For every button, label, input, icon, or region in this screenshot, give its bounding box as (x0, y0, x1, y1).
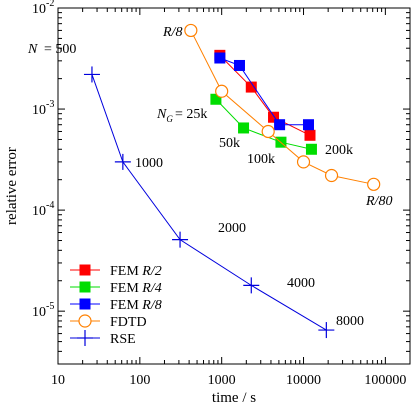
series-fdtd (184, 23, 381, 191)
label-2000: 2000 (218, 221, 246, 236)
series-line (190, 30, 374, 185)
data-point (243, 277, 260, 294)
label-n-500-value: = 500 (44, 42, 76, 57)
data-point (296, 155, 311, 169)
x-tick-label: 1000 (208, 373, 236, 388)
legend-marker (79, 264, 91, 276)
data-point (324, 168, 339, 183)
data-point (274, 119, 286, 131)
data-point (184, 23, 198, 38)
y-tick-label-exponent: -5 (46, 301, 54, 312)
label-n-500: N (27, 42, 38, 57)
plot-frame (57, 7, 411, 365)
legend-marker (79, 298, 91, 310)
label-ng-25k-value: = 25k (175, 107, 207, 122)
legend-item: RSE (70, 330, 136, 347)
data-point (83, 66, 100, 83)
y-tick-label: 10 (32, 103, 46, 118)
legend-item: FEM R/4 (70, 281, 162, 296)
data-point (302, 119, 314, 131)
label-100k: 100k (247, 152, 275, 167)
legend: FEM R/2 FEM R/4 FEM R/8 FDTD RSE (70, 264, 162, 347)
legend-marker (79, 281, 91, 293)
series-line (219, 54, 311, 136)
data-point (233, 59, 245, 71)
x-tick-label: 100000 (364, 373, 406, 388)
x-tick-label: 100 (129, 373, 150, 388)
legend-label: FDTD (110, 315, 147, 330)
label-50k: 50k (219, 136, 240, 151)
data-point (215, 84, 229, 98)
data-point (367, 177, 381, 191)
legend-item: FDTD (70, 314, 147, 330)
data-point (304, 129, 316, 141)
legend-marker (78, 314, 92, 328)
y-axis-label: relative error (4, 147, 20, 225)
y-tick-label: 10 (32, 305, 46, 320)
data-point (318, 322, 335, 339)
x-tick-label: 10000 (286, 373, 321, 388)
data-point (210, 93, 222, 105)
data-point (114, 153, 131, 170)
series-rse (83, 66, 335, 339)
x-tick-label: 10 (51, 373, 65, 388)
y-tick-label-exponent: -4 (46, 200, 54, 211)
label-r80: R/80 (365, 194, 392, 209)
label-1000: 1000 (135, 156, 163, 171)
legend-label: RSE (110, 332, 136, 347)
x-axis-label: time / s (212, 390, 256, 406)
legend-label: FEM R/8 (110, 298, 162, 313)
data-point (214, 52, 226, 64)
legend-item: FEM R/2 (70, 264, 162, 279)
label-ng-25k: NG (156, 107, 173, 124)
axis-ticks (57, 7, 411, 365)
series-fem-r-8 (214, 52, 314, 131)
data-point (172, 231, 189, 248)
legend-label: FEM R/4 (110, 281, 162, 296)
data-point (268, 111, 280, 123)
data-point (245, 81, 257, 93)
data-point (305, 143, 317, 155)
y-tick-label-exponent: -3 (46, 99, 54, 110)
label-r8: R/8 (162, 25, 182, 40)
label-4000: 4000 (287, 276, 315, 291)
y-tick-label: 10 (32, 204, 46, 219)
legend-item: FEM R/8 (70, 298, 162, 313)
data-point (238, 122, 250, 134)
series-line (215, 98, 312, 150)
label-200k: 200k (325, 143, 353, 158)
data-point (261, 124, 275, 139)
series-line (219, 57, 309, 126)
y-tick-label: 10 (32, 2, 46, 17)
y-tick-label-exponent: -2 (46, 0, 54, 9)
legend-label: FEM R/2 (110, 264, 162, 279)
label-8000: 8000 (336, 314, 364, 329)
series-layer (83, 23, 381, 339)
legend-marker (77, 330, 93, 346)
